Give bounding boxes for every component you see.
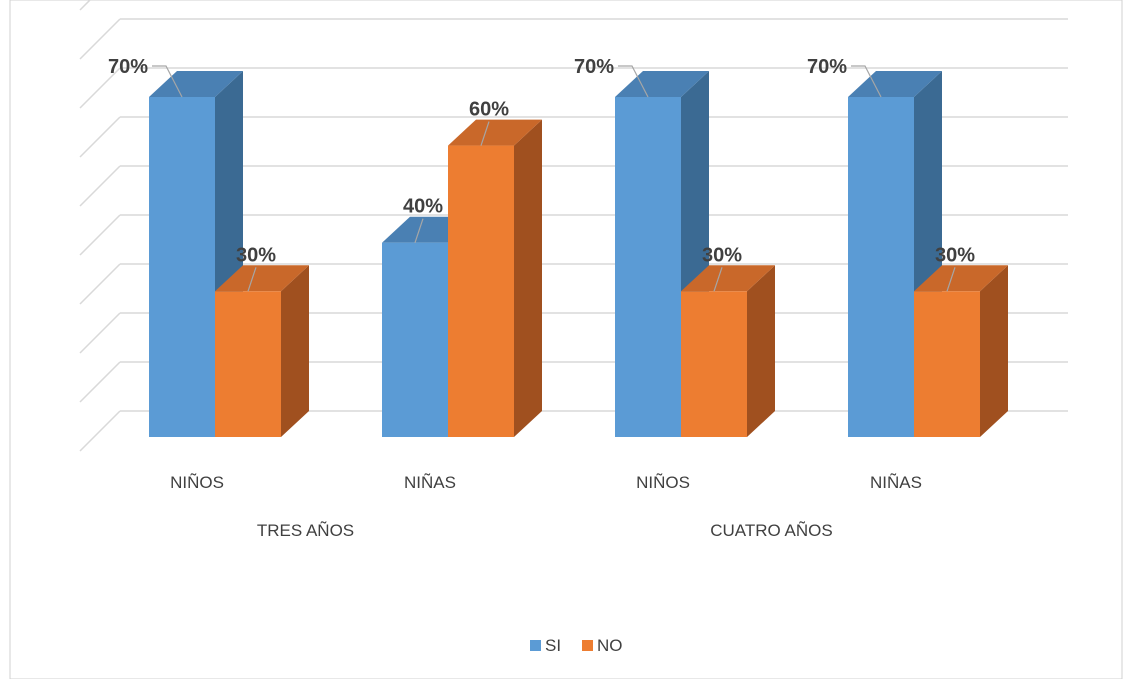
gridline-side	[79, 67, 121, 109]
legend-label-no: NO	[597, 636, 623, 655]
data-label-no-ninos-0: 30%	[236, 244, 276, 266]
data-labels: 70% 40% 70% 70% 30% 60% 30% 30%	[108, 56, 975, 292]
data-label-si-ninos-2: 70%	[574, 56, 614, 78]
leader-line-si-ninos-0	[152, 65, 183, 98]
bar-no-ninas-3	[914, 291, 980, 437]
gridline-side	[79, 410, 121, 452]
bars	[149, 71, 1008, 438]
data-label-no-ninas-1: 60%	[469, 99, 509, 121]
bar-no-ninos-0	[215, 291, 281, 437]
gridline-side	[79, 18, 121, 60]
bar-si-ninas-1	[382, 242, 448, 437]
bar-no-ninos-2	[681, 291, 747, 437]
bar-top-no-ninas-3	[914, 265, 1008, 292]
category-label-ninos-0: NIÑOS	[170, 473, 224, 492]
category-label-ninas-3: NIÑAS	[870, 473, 922, 492]
data-label-si-ninas-3: 70%	[807, 56, 847, 78]
legend-swatch-si	[530, 640, 541, 651]
leader-line-no-ninas-3	[946, 267, 956, 292]
data-label-si-ninas-1: 40%	[403, 196, 443, 218]
bar-top-no-ninos-2	[681, 265, 775, 292]
gridline-side	[79, 116, 121, 158]
bar-side-no-ninos-0	[281, 265, 309, 437]
bar-si-ninos-2	[615, 97, 681, 437]
bar-side-no-ninas-1	[514, 119, 542, 438]
bar-top-no-ninos-0	[215, 265, 309, 292]
category-label-ninos-2: NIÑOS	[636, 473, 690, 492]
leader-line-no-ninos-0	[247, 267, 257, 292]
bar-no-ninas-1	[448, 145, 514, 438]
legend: SI NO	[530, 636, 623, 655]
bar-si-ninos-0	[149, 97, 215, 437]
category-label-ninas-1: NIÑAS	[404, 473, 456, 492]
gridline-side	[79, 165, 121, 207]
bar-top-no-ninas-1	[448, 119, 542, 146]
data-label-si-ninos-0: 70%	[108, 56, 148, 78]
category-axis: NIÑOS NIÑAS NIÑOS NIÑAS TRES AÑOS CUATRO AÑOS	[170, 473, 922, 540]
gridline-side	[79, 214, 121, 256]
gridline-side	[79, 312, 121, 354]
bar-side-no-ninas-3	[980, 265, 1008, 437]
legend-label-si: SI	[545, 636, 561, 655]
leader-line-no-ninas-1	[480, 121, 490, 146]
data-label-no-ninas-3: 30%	[935, 244, 975, 266]
group-label-cuatro-anos: CUATRO AÑOS	[710, 521, 832, 540]
data-label-no-ninos-2: 30%	[702, 244, 742, 266]
bar-side-no-ninos-2	[747, 265, 775, 437]
leader-line-si-ninas-3	[851, 65, 882, 98]
bar-si-ninas-3	[848, 97, 914, 437]
gridline-side	[79, 263, 121, 305]
group-label-tres-anos: TRES AÑOS	[257, 521, 354, 540]
legend-swatch-no	[582, 640, 593, 651]
leader-line-no-ninos-2	[713, 267, 723, 292]
leader-line-si-ninos-2	[618, 65, 649, 98]
leader-line-si-ninas-1	[414, 218, 424, 243]
gridline-side	[79, 361, 121, 403]
gridline-side	[79, 0, 92, 11]
